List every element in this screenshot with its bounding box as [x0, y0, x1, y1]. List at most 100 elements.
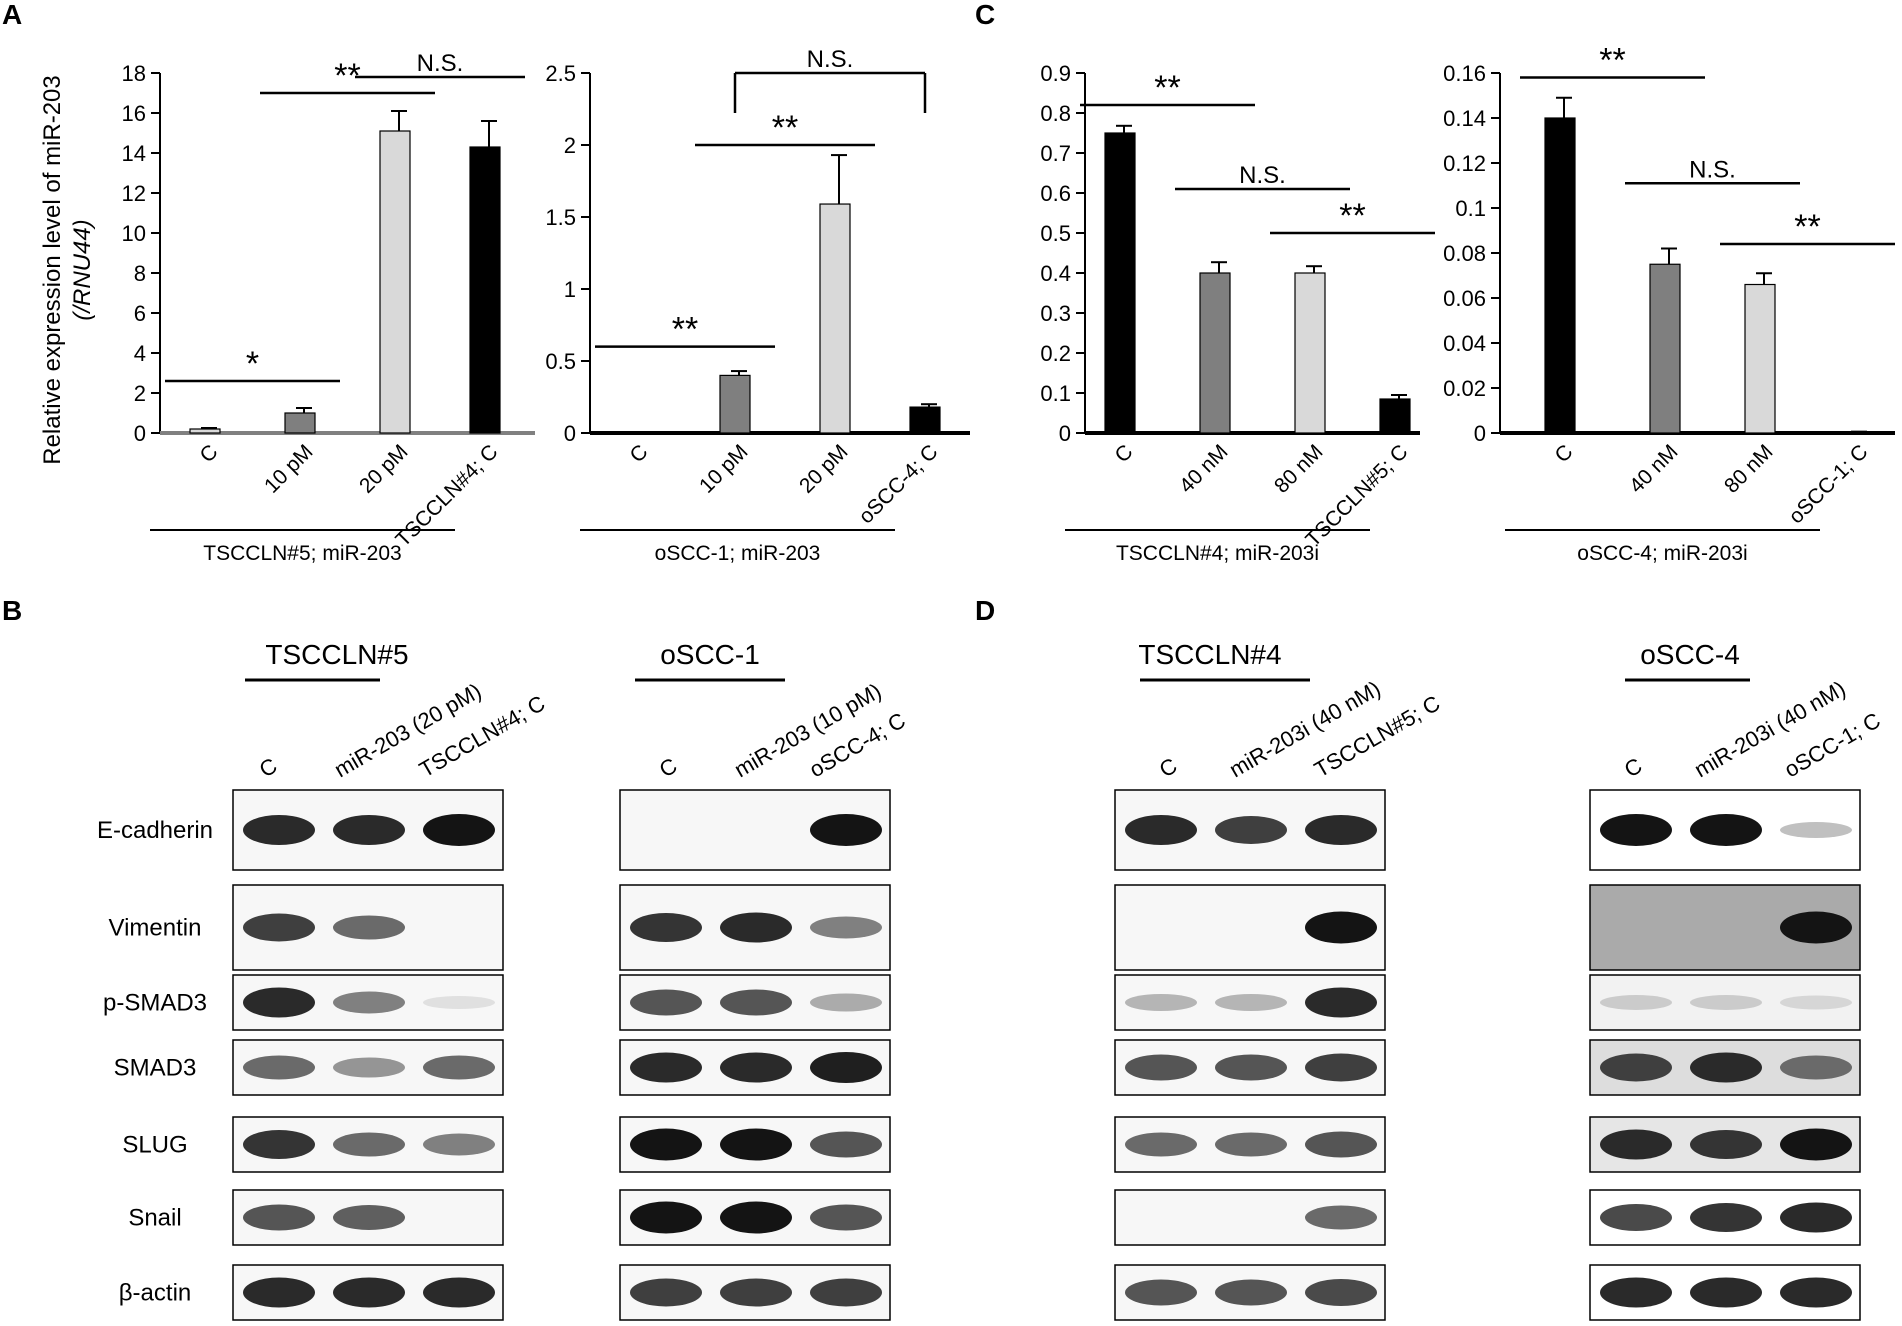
blot-band — [810, 1278, 882, 1307]
blot-band — [1690, 1277, 1762, 1308]
blot-band — [1690, 995, 1762, 1010]
y-tick-label: 2 — [134, 381, 146, 406]
category-label: oSCC-1; C — [1784, 440, 1872, 528]
y-tick-label: 0.14 — [1443, 106, 1486, 131]
blot-B2: oSCC-1C miR-203 (10 pM)oSCC-4; C — [619, 639, 910, 1321]
blot-band — [423, 814, 495, 846]
blot-band — [630, 1052, 702, 1083]
category-label: 10 pM — [260, 440, 318, 498]
row-label: β-actin — [119, 1280, 192, 1307]
blot-band — [333, 1205, 405, 1230]
significance-label: ** — [772, 109, 798, 147]
blot-band — [810, 1131, 882, 1158]
y-tick-label: 0.12 — [1443, 151, 1486, 176]
blot-band — [423, 996, 495, 1009]
bar — [909, 406, 941, 434]
blot-band — [1780, 1128, 1852, 1161]
y-tick-label: 0.2 — [1040, 341, 1071, 366]
blot-band — [1690, 1052, 1762, 1083]
y-tick-label: 0.1 — [1455, 196, 1486, 221]
significance-label: ** — [1599, 42, 1625, 80]
western-blots: TSCCLN#5C miR-203 (20 pM)TSCCLN#4; CE-cad… — [97, 639, 1885, 1321]
blot-band — [1215, 1279, 1287, 1306]
blot-band — [810, 993, 882, 1012]
lane-label: C — [655, 753, 681, 783]
group-label: oSCC-1; miR-203 — [655, 542, 821, 565]
category-label: 20 pM — [355, 440, 413, 498]
category-label: C — [196, 440, 223, 467]
blot-band — [630, 1201, 702, 1234]
chart-A2: 0 0.5 1 1.5 2 2.5 C 10 pM 20 pM oSCC-4; C oSCC-1; … — [545, 46, 970, 565]
blot-band — [1600, 1204, 1672, 1231]
blot-band — [810, 814, 882, 846]
blot-band — [1305, 911, 1377, 944]
blot-band — [630, 1278, 702, 1307]
row-label: SMAD3 — [114, 1055, 197, 1082]
blot-band — [1780, 995, 1852, 1010]
blot-D2: oSCC-4C miR-203i (40 nM)oSCC-1; C — [1589, 639, 1885, 1321]
group-label: oSCC-4; miR-203i — [1577, 542, 1747, 565]
blot-band — [1125, 815, 1197, 845]
category-label: C — [1551, 440, 1578, 467]
blot-band — [720, 1278, 792, 1307]
bar — [719, 374, 751, 434]
bar — [1744, 283, 1776, 434]
blot-band — [720, 1052, 792, 1083]
blot-band — [1600, 1053, 1672, 1082]
blot-band — [333, 815, 405, 845]
blot-band — [243, 1055, 315, 1080]
blot-band — [333, 1132, 405, 1157]
blot-B1: TSCCLN#5C miR-203 (20 pM)TSCCLN#4; CE-cad… — [97, 639, 549, 1321]
blot-band — [243, 815, 315, 845]
significance-label: * — [246, 345, 259, 383]
blot-band — [1215, 816, 1287, 844]
group-label: TSCCLN#4; miR-203i — [1116, 542, 1319, 565]
blot-band — [720, 1128, 792, 1161]
blot-band — [333, 991, 405, 1014]
y-tick-label: 0.5 — [1040, 221, 1071, 246]
y-tick-label: 0.3 — [1040, 301, 1071, 326]
panel-label-c: C — [975, 0, 995, 30]
significance-label: ** — [1154, 69, 1180, 107]
category-label: 80 nM — [1270, 440, 1328, 498]
y-tick-label: 0.1 — [1040, 381, 1071, 406]
y-tick-label: 1 — [564, 277, 576, 302]
blot-title: oSCC-4 — [1640, 639, 1740, 670]
blot-band — [1780, 1055, 1852, 1080]
blot-band — [1215, 994, 1287, 1011]
y-tick-label: 0.06 — [1443, 286, 1486, 311]
blot-title: TSCCLN#4 — [1138, 639, 1281, 670]
y-tick-label: 0 — [564, 421, 576, 446]
y-tick-label: 0.8 — [1040, 101, 1071, 126]
significance-label: N.S. — [807, 46, 854, 73]
blot-band — [333, 1057, 405, 1078]
significance-label: N.S. — [1689, 156, 1736, 183]
blot-band — [720, 1201, 792, 1234]
row-label: E-cadherin — [97, 817, 213, 844]
blot-band — [243, 987, 315, 1018]
significance-label: ** — [1339, 197, 1365, 235]
blot-band — [1125, 1279, 1197, 1306]
panel-label-b: B — [2, 595, 22, 626]
y-axis-label-line1: Relative expression level of miR-203 — [39, 75, 66, 465]
blot-band — [1215, 1054, 1287, 1081]
blot-band — [1780, 1202, 1852, 1233]
bar — [819, 203, 851, 434]
blot-band — [1600, 1277, 1672, 1308]
category-label: 40 nM — [1175, 440, 1233, 498]
blot-band — [1600, 1129, 1672, 1160]
chart-C1: 0 0.1 0.2 0.3 0.4 0.5 0.6 0.7 0.8 0.9 C 40 nM 80 nM T… — [1040, 61, 1435, 565]
blot-band — [243, 913, 315, 942]
bar — [284, 412, 316, 434]
category-label: C — [626, 440, 653, 467]
y-tick-label: 8 — [134, 261, 146, 286]
y-tick-label: 0 — [1059, 421, 1071, 446]
row-label: SLUG — [122, 1132, 187, 1159]
chart-C2: 0 0.02 0.04 0.06 0.08 0.1 0.12 0.14 0.16 C 40 nM 80… — [1443, 42, 1895, 565]
y-tick-label: 0.4 — [1040, 261, 1071, 286]
y-tick-label: 0.7 — [1040, 141, 1071, 166]
y-tick-label: 12 — [122, 181, 146, 206]
y-tick-label: 0.02 — [1443, 376, 1486, 401]
blot-band — [630, 1128, 702, 1161]
blot-band — [720, 912, 792, 943]
